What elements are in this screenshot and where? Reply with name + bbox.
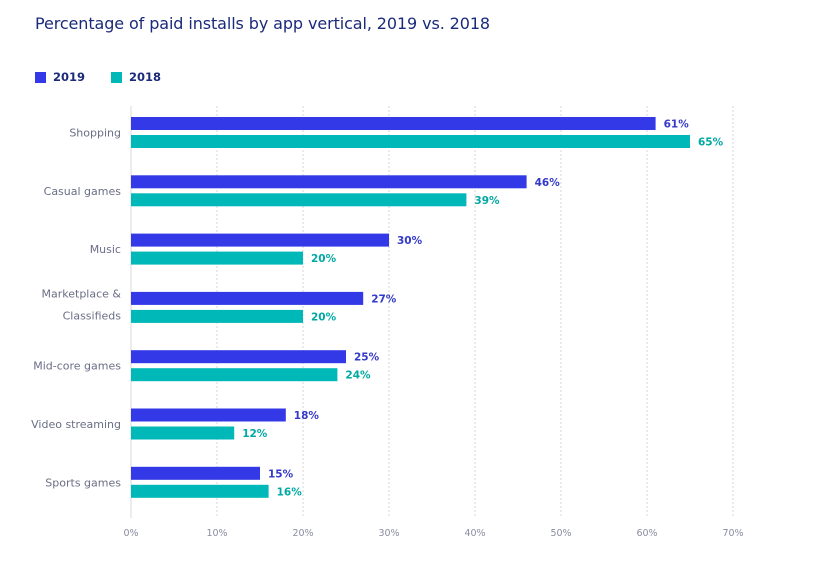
- data-label-2018: 20%: [311, 311, 337, 323]
- category-label: Marketplace &: [42, 287, 122, 300]
- data-label-2019: 18%: [294, 410, 320, 422]
- chart-legend: 2019 2018: [35, 70, 161, 84]
- legend-swatch-2018: [111, 71, 123, 83]
- data-label-2019: 61%: [664, 119, 690, 131]
- chart-title: Percentage of paid installs by app verti…: [35, 14, 491, 33]
- data-label-2019: 46%: [535, 177, 561, 189]
- legend-item-2018: 2018: [111, 70, 161, 84]
- bar-2018: [131, 251, 303, 265]
- bar-2018: [131, 193, 467, 207]
- data-label-2019: 25%: [354, 352, 380, 364]
- legend-item-2019: 2019: [35, 70, 85, 84]
- legend-swatch-2019: [35, 71, 46, 83]
- x-tick-label: 40%: [464, 528, 485, 539]
- data-label-2019: 30%: [397, 235, 423, 247]
- legend-label-2018: 2018: [129, 70, 162, 84]
- bar-2018: [131, 309, 303, 323]
- bar-2019: [131, 233, 389, 247]
- x-tick-label: 30%: [378, 528, 399, 539]
- category-label: Classifieds: [63, 309, 122, 322]
- category-label: Mid-core games: [33, 360, 121, 373]
- data-label-2018: 12%: [242, 428, 268, 440]
- category-label: Sports games: [45, 476, 121, 489]
- x-tick-label: 70%: [722, 528, 743, 539]
- bar-2019: [131, 466, 260, 480]
- x-tick-label: 0%: [123, 528, 138, 539]
- legend-label-2019: 2019: [53, 70, 86, 84]
- bar-2018: [131, 484, 269, 498]
- x-tick-label: 10%: [206, 528, 227, 539]
- bar-2019: [131, 117, 656, 130]
- category-label: Shopping: [69, 127, 121, 140]
- bar-2018: [131, 368, 338, 382]
- x-tick-label: 50%: [550, 528, 571, 539]
- data-label-2018: 24%: [345, 370, 371, 382]
- bar-2019: [131, 291, 364, 305]
- data-label-2018: 16%: [277, 486, 303, 498]
- bar-2018: [131, 135, 690, 148]
- bar-2018: [131, 426, 235, 440]
- bar-2019: [131, 350, 346, 364]
- data-label-2018: 65%: [698, 137, 724, 149]
- data-label-2019: 15%: [268, 468, 294, 480]
- bar-2019: [131, 408, 286, 422]
- bar-2019: [131, 175, 527, 189]
- category-label: Music: [90, 243, 121, 256]
- data-label-2019: 27%: [371, 293, 397, 305]
- x-tick-label: 60%: [636, 528, 657, 539]
- data-label-2018: 20%: [311, 253, 337, 265]
- category-label: Casual games: [44, 185, 122, 198]
- category-label: Video streaming: [31, 418, 121, 431]
- data-label-2018: 39%: [474, 195, 500, 207]
- x-tick-label: 20%: [292, 528, 313, 539]
